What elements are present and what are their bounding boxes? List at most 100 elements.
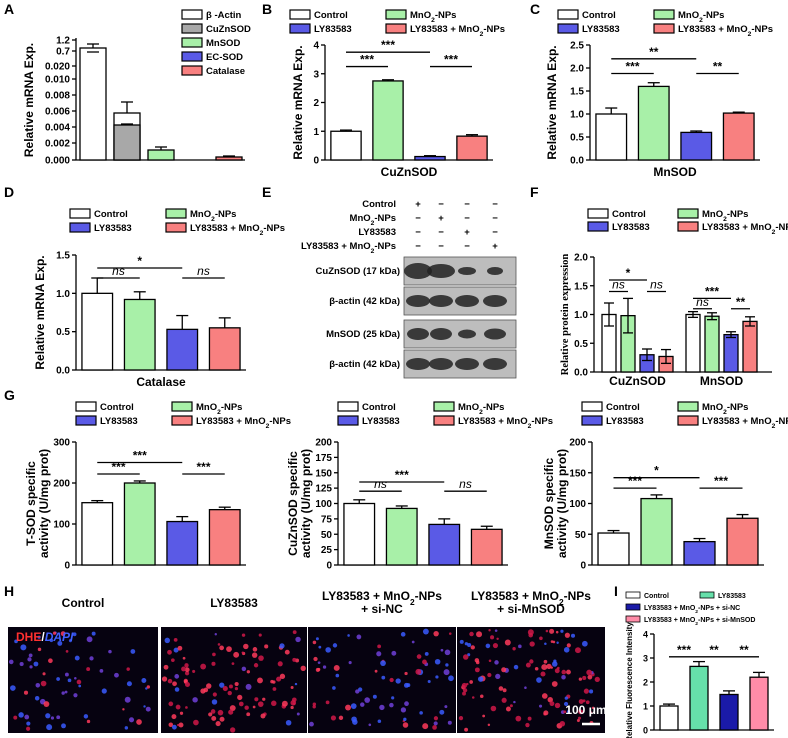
western-sign-3-1: −	[438, 241, 444, 252]
micro-cell-2-48	[435, 675, 439, 679]
panelC-ytick-label-5: 2.5	[570, 41, 584, 52]
micro-cell-3-61	[466, 682, 469, 686]
micro-cell-1-46	[182, 656, 186, 660]
micro-cell-3-50	[471, 696, 475, 699]
panelC-sig-label-0: ***	[625, 60, 639, 74]
panelG3-sig-label-0: ***	[628, 474, 642, 488]
micro-cell-3-106	[589, 711, 593, 714]
micro-cell-2-41	[440, 648, 444, 652]
panelI-bar-3	[749, 676, 769, 731]
micro-cell-1-64	[219, 716, 225, 722]
micro-cell-2-33	[448, 632, 452, 635]
panelG3-sig-label-1: *	[654, 464, 659, 478]
micro-cell-1-56	[215, 721, 221, 727]
micro-cell-3-20	[544, 642, 547, 646]
panelC-ytick-label-3: 1.5	[570, 87, 584, 98]
panelG2-sig-label-0: ns	[374, 477, 387, 491]
micro-cell-1-8	[246, 712, 251, 717]
micro-cell-2-8	[424, 651, 429, 656]
panelC-legend-swatch-1	[653, 9, 675, 20]
micro-cell-2-0	[360, 702, 365, 707]
panelC-bar-0	[595, 113, 628, 161]
panelG2-ytick-label-2: 50	[321, 530, 333, 541]
micro-cell-1-50	[233, 651, 240, 658]
micro-title-3-line-0: LY83583 + MnO2-NPs	[471, 589, 591, 607]
panelC-legend-swatch-0	[557, 9, 579, 20]
micro-cell-2-39	[391, 650, 397, 656]
panelC-legend-swatch-3	[653, 23, 675, 34]
panelG2-legend-label-0: Control	[362, 402, 396, 413]
micro-cell-3-114	[525, 662, 531, 668]
micro-cell-3-82	[539, 704, 543, 708]
panelI-sig-label-1: **	[709, 643, 719, 657]
panelG2-ytick-label-8: 200	[315, 438, 332, 449]
panel-label-a: A	[4, 1, 14, 17]
panelC-xlabel: MnSOD	[653, 165, 697, 179]
panelB-legend-swatch-3	[385, 23, 407, 34]
micro-cell-3-71	[474, 667, 480, 673]
micro-image-1	[161, 627, 307, 733]
micro-stain-dhe: DHE	[16, 630, 41, 644]
panelB-ytick-label-2: 2	[313, 98, 319, 109]
panelG2-legend-swatch-2	[337, 415, 359, 426]
micro-cell-3-101	[564, 696, 568, 700]
panelB-sig-label-0: ***	[360, 53, 374, 67]
micro-cell-0-36	[46, 724, 53, 731]
panelG2-ylabel-line-0: CuZnSOD specific	[286, 451, 300, 556]
micro-cell-0-19	[122, 708, 125, 711]
micro-cell-3-102	[475, 660, 480, 665]
micro-cell-0-11	[124, 696, 131, 703]
panelC-legend-label-0: Control	[582, 10, 616, 21]
panelG1-bar-2	[166, 520, 199, 566]
panelG2-legend-label-3: LY83583 + MnO2-NPs	[458, 416, 553, 430]
panelG1-legend-label-3: LY83583 + MnO2-NPs	[196, 416, 291, 430]
panelA-legend-label-2: MnSOD	[206, 38, 240, 49]
panelD-bar-3	[208, 327, 241, 371]
panelI-ytick-label-0: 0	[643, 726, 648, 736]
micro-cell-1-31	[231, 662, 235, 666]
micro-cell-0-57	[143, 705, 146, 708]
micro-cell-0-58	[68, 639, 72, 643]
panelI-legend-swatch-2	[625, 603, 641, 611]
panelA-ylabel: Relative mRNA Exp.	[22, 43, 36, 157]
micro-cell-2-1	[318, 645, 322, 649]
micro-cell-0-48	[86, 719, 91, 724]
panel-g-tsod-chart: 0 100 200 300 *** *** *** T-SOD specific activit…	[24, 401, 291, 572]
micro-cell-1-15	[227, 690, 232, 696]
micro-cell-3-53	[490, 705, 497, 712]
panel-b-chart: 0 1 2 3 4 *** *** *** CuZnSOD Relative mRNA Exp. C…	[289, 9, 505, 179]
micro-cell-0-7	[61, 691, 65, 695]
micro-cell-1-69	[284, 649, 290, 655]
micro-cell-3-30	[534, 666, 539, 671]
western-band-1-2	[455, 295, 479, 307]
panelA-ytick-label-7: 0.7	[56, 47, 70, 58]
micro-cell-1-47	[254, 697, 259, 702]
micro-cell-3-41	[480, 694, 484, 699]
micro-cell-3-23	[524, 686, 527, 689]
micro-cell-1-1	[175, 704, 181, 710]
micro-cell-1-36	[178, 722, 184, 728]
micro-cell-2-58	[313, 656, 318, 662]
micro-cell-1-77	[212, 692, 217, 697]
panelD-legend-swatch-3	[165, 222, 187, 233]
micro-cell-2-70	[422, 659, 427, 665]
panelD-bar-2	[166, 328, 199, 371]
western-sign-2-2: +	[464, 227, 470, 238]
panelD-ytick-label-1: 0.5	[56, 327, 70, 338]
panelG1-sig-label-1: ***	[133, 449, 147, 463]
panelF-0-sig-label-2: ns	[650, 278, 663, 292]
micro-cell-0-0	[136, 719, 142, 725]
panelA-bar-1	[113, 124, 141, 161]
micro-cell-1-62	[258, 655, 264, 661]
micro-cell-0-17	[101, 688, 107, 694]
micro-cell-3-96	[495, 673, 501, 680]
micro-cell-1-20	[211, 661, 216, 666]
micro-cell-1-51	[185, 706, 188, 709]
micro-cell-1-13	[276, 676, 282, 682]
micro-cell-1-11	[167, 678, 173, 684]
panelC-legend-label-3: LY83583 + MnO2-NPs	[678, 24, 773, 38]
panelA-legend-swatch-4	[181, 65, 203, 76]
panelD-sig-label-0: ns	[112, 264, 125, 278]
panelG3-ylabel-line-0: MnSOD specific	[542, 458, 556, 550]
micro-cell-3-46	[564, 632, 570, 638]
